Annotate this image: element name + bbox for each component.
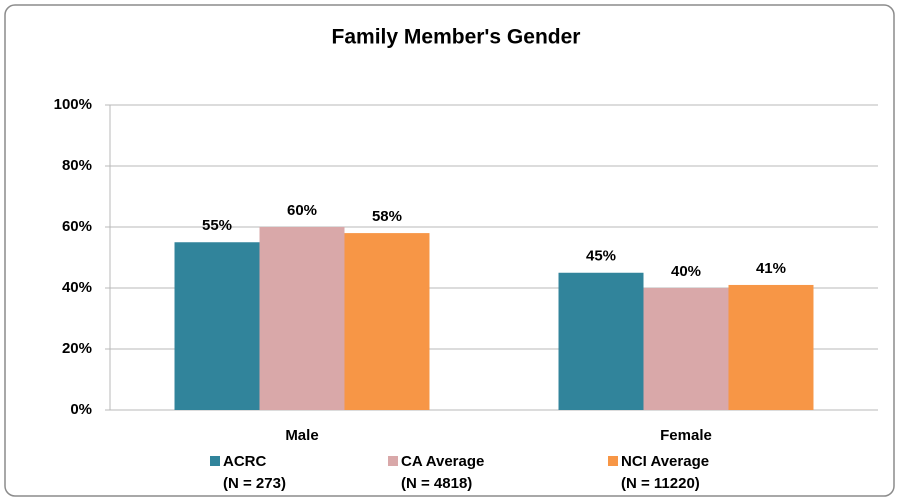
y-tick-label: 0% <box>70 401 92 418</box>
y-tick-label: 20% <box>62 340 92 357</box>
y-tick-label: 100% <box>54 96 92 113</box>
legend-swatch <box>388 456 398 466</box>
y-tick-label: 40% <box>62 279 92 296</box>
legend-note: (N = 4818) <box>401 475 472 492</box>
y-tick-label: 60% <box>62 218 92 235</box>
legend-swatch <box>210 456 220 466</box>
bar <box>643 288 729 410</box>
bar <box>728 284 814 410</box>
legend-label: NCI Average <box>621 453 709 470</box>
data-label: 55% <box>202 217 232 234</box>
x-tick-label: Female <box>660 427 712 444</box>
data-label: 40% <box>671 263 701 280</box>
bar <box>558 272 644 410</box>
x-tick-label: Male <box>285 427 318 444</box>
data-label: 45% <box>586 248 616 265</box>
chart-border <box>4 4 895 497</box>
data-label: 41% <box>756 260 786 277</box>
legend-note: (N = 11220) <box>621 475 700 492</box>
legend-label: ACRC <box>223 453 266 470</box>
data-label: 60% <box>287 202 317 219</box>
bar <box>344 233 430 410</box>
y-tick-label: 80% <box>62 157 92 174</box>
data-label: 58% <box>372 208 402 225</box>
chart-title: Family Member's Gender <box>332 26 581 49</box>
legend-label: CA Average <box>401 453 484 470</box>
bar <box>174 242 260 410</box>
legend-swatch <box>608 456 618 466</box>
bar <box>259 227 345 410</box>
legend-note: (N = 273) <box>223 475 286 492</box>
